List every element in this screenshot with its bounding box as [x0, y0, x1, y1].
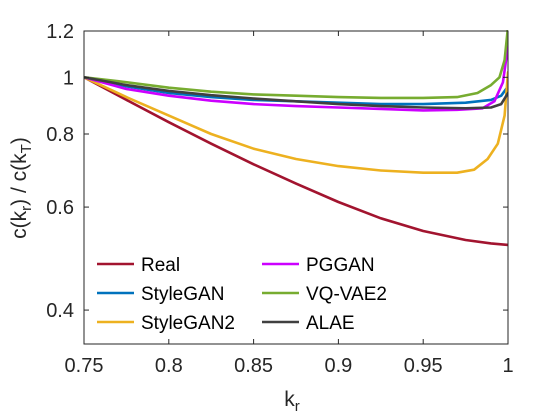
y-tick-label: 0.8: [46, 124, 74, 146]
legend-label: PGGAN: [306, 255, 375, 276]
series-line-vq-vae2: [84, 30, 508, 100]
series-line-pggan: [84, 45, 508, 112]
x-tick-label: 1: [502, 355, 513, 377]
series-line-stylegan2: [84, 71, 508, 174]
y-tick-label: 1.2: [46, 21, 74, 43]
x-tick-label: 0.75: [65, 355, 104, 377]
y-tick-label: 0.6: [46, 197, 74, 219]
legend-item: Real: [97, 255, 180, 276]
y-tick-label: 1: [63, 67, 74, 89]
plot-frame: [83, 30, 509, 345]
series-line-stylegan: [84, 76, 508, 106]
series-line-real: [84, 76, 508, 247]
series-lines: [84, 30, 508, 247]
series-line-alae: [84, 76, 508, 110]
legend-item: StyleGAN: [97, 284, 224, 305]
y-tick-label: 0.4: [46, 300, 74, 322]
legend-label: VQ-VAE2: [306, 284, 387, 305]
x-axis-label: kr: [284, 388, 300, 415]
y-axis-label: c(kr) / c(kT): [8, 137, 35, 239]
legend-label: Real: [141, 255, 180, 276]
axes: [83, 30, 509, 345]
x-tick-label: 0.9: [324, 355, 352, 377]
x-tick-label: 0.95: [404, 355, 443, 377]
legend-item: StyleGAN2: [97, 313, 235, 334]
legend-item: PGGAN: [262, 255, 375, 276]
legend-label: StyleGAN: [141, 284, 224, 305]
legend-item: ALAE: [262, 313, 355, 334]
x-tick-label: 0.85: [234, 355, 273, 377]
legend-label: StyleGAN2: [141, 313, 235, 334]
x-tick-label: 0.8: [155, 355, 183, 377]
legend: Real StyleGAN StyleGAN2 PGGAN VQ-VAE2 ALAE: [97, 255, 387, 334]
legend-item: VQ-VAE2: [262, 284, 387, 305]
tick-labels: 0.75 0.8 0.85 0.9 0.95 1 0.4 0.6 0.8 1 1.2: [46, 21, 513, 377]
legend-label: ALAE: [306, 313, 355, 334]
